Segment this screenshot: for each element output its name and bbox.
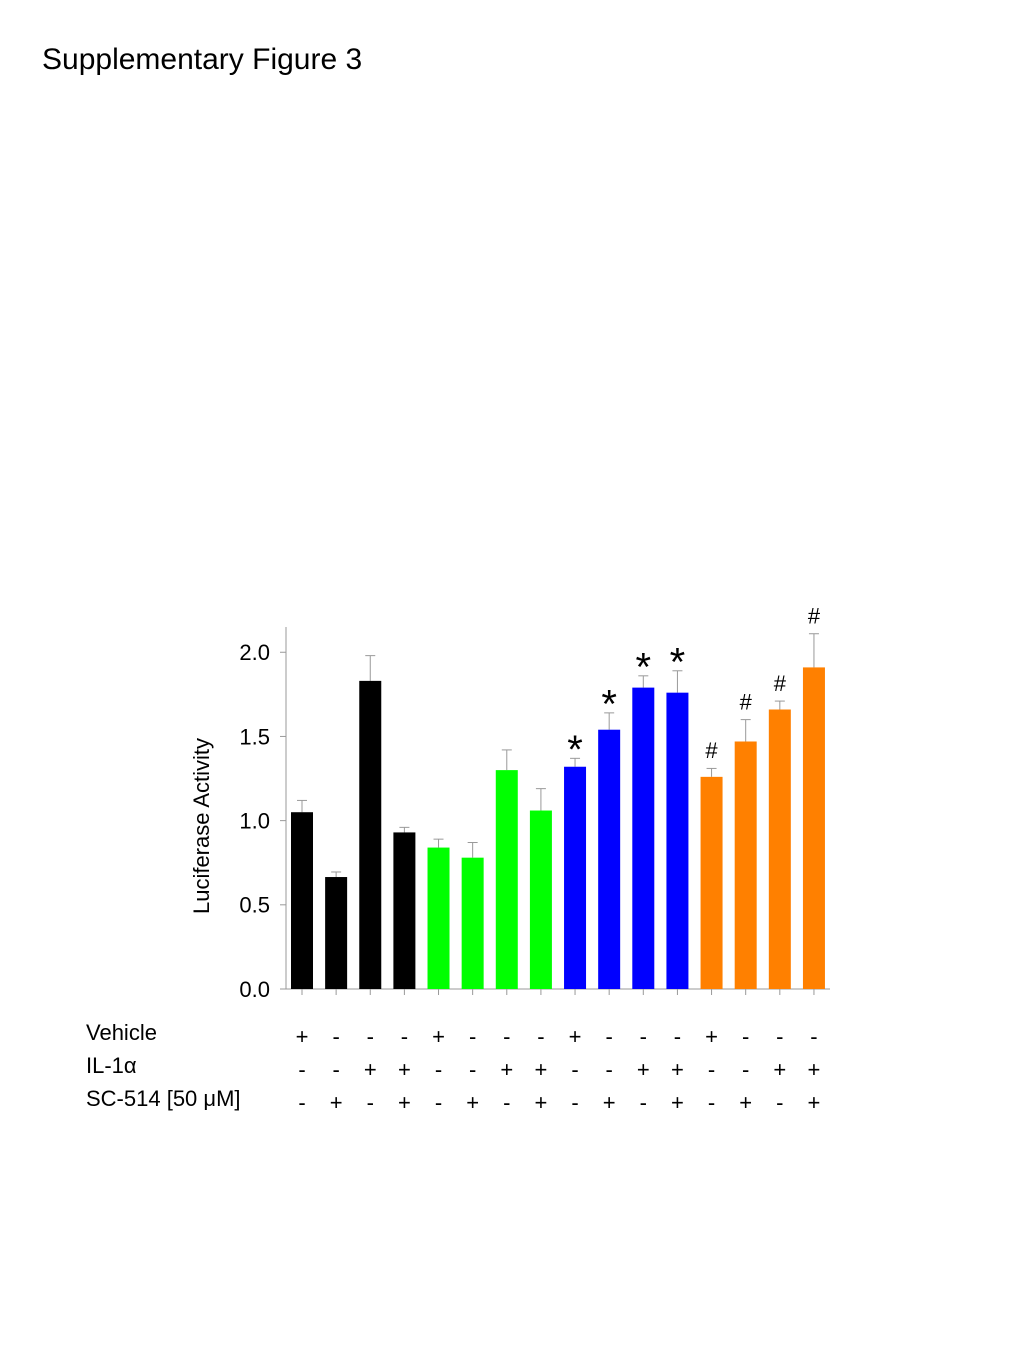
condition-sign: -	[298, 1090, 305, 1115]
significance-marker: #	[740, 689, 753, 714]
bar	[564, 766, 587, 989]
condition-sign: +	[637, 1057, 650, 1082]
y-tick-label: 1.5	[239, 724, 270, 749]
bar	[427, 847, 450, 989]
condition-sign: +	[739, 1090, 752, 1115]
condition-sign: +	[534, 1057, 547, 1082]
bar	[734, 741, 757, 989]
y-tick-label: 2.0	[239, 640, 270, 665]
condition-sign: -	[435, 1057, 442, 1082]
condition-sign: +	[466, 1090, 479, 1115]
condition-sign: -	[640, 1024, 647, 1049]
y-axis-label: Luciferase Activity	[189, 738, 214, 914]
condition-sign: -	[708, 1090, 715, 1115]
condition-sign: +	[773, 1057, 786, 1082]
bar	[529, 810, 552, 989]
condition-sign: +	[398, 1057, 411, 1082]
bar	[598, 729, 621, 989]
condition-sign: +	[432, 1024, 445, 1049]
condition-label: Vehicle	[86, 1020, 157, 1045]
condition-sign: -	[503, 1090, 510, 1115]
bar	[495, 770, 518, 989]
significance-marker: #	[705, 738, 718, 763]
condition-sign: -	[367, 1024, 374, 1049]
condition-sign: +	[603, 1090, 616, 1115]
condition-sign: -	[776, 1024, 783, 1049]
condition-label: SC-514 [50 μM]	[86, 1086, 241, 1111]
condition-sign: +	[534, 1090, 547, 1115]
condition-sign: +	[705, 1024, 718, 1049]
condition-sign: +	[569, 1024, 582, 1049]
condition-sign: -	[776, 1090, 783, 1115]
bar	[291, 812, 313, 989]
condition-sign: -	[401, 1024, 408, 1049]
significance-marker: #	[774, 671, 787, 696]
condition-sign: +	[364, 1057, 377, 1082]
condition-sign: +	[500, 1057, 513, 1082]
condition-label: IL-1α	[86, 1053, 137, 1078]
condition-sign: +	[671, 1057, 684, 1082]
y-tick-label: 0.0	[239, 977, 270, 1002]
condition-sign: -	[674, 1024, 681, 1049]
significance-marker: *	[670, 640, 686, 684]
condition-sign: -	[742, 1057, 749, 1082]
y-tick-label: 1.0	[239, 808, 270, 833]
bar	[632, 687, 655, 989]
condition-sign: +	[671, 1090, 684, 1115]
bar	[359, 680, 382, 989]
condition-sign: +	[808, 1090, 821, 1115]
significance-marker: *	[636, 645, 652, 689]
condition-sign: -	[367, 1090, 374, 1115]
condition-sign: -	[503, 1024, 510, 1049]
condition-sign: -	[640, 1090, 647, 1115]
condition-sign: -	[332, 1057, 339, 1082]
bar	[325, 877, 348, 989]
condition-sign: -	[606, 1057, 613, 1082]
bar	[802, 667, 825, 989]
figure-title: Supplementary Figure 3	[42, 43, 362, 76]
condition-sign: +	[330, 1090, 343, 1115]
condition-sign: -	[537, 1024, 544, 1049]
significance-marker: *	[567, 728, 583, 772]
condition-sign: -	[571, 1057, 578, 1082]
condition-sign: -	[435, 1090, 442, 1115]
condition-sign: -	[810, 1024, 817, 1049]
bar	[666, 692, 689, 989]
condition-sign: +	[398, 1090, 411, 1115]
condition-sign: +	[296, 1024, 309, 1049]
bar	[768, 709, 791, 989]
condition-sign: -	[571, 1090, 578, 1115]
condition-sign: -	[298, 1057, 305, 1082]
significance-marker: *	[601, 682, 617, 726]
bar	[700, 776, 723, 989]
condition-sign: -	[469, 1057, 476, 1082]
y-tick-label: 0.5	[239, 893, 270, 918]
bar	[461, 857, 484, 989]
significance-marker: #	[808, 604, 821, 629]
condition-sign: -	[742, 1024, 749, 1049]
condition-sign: -	[332, 1024, 339, 1049]
condition-sign: -	[469, 1024, 476, 1049]
bar	[393, 832, 416, 989]
condition-sign: -	[606, 1024, 613, 1049]
condition-sign: +	[808, 1057, 821, 1082]
condition-sign: -	[708, 1057, 715, 1082]
